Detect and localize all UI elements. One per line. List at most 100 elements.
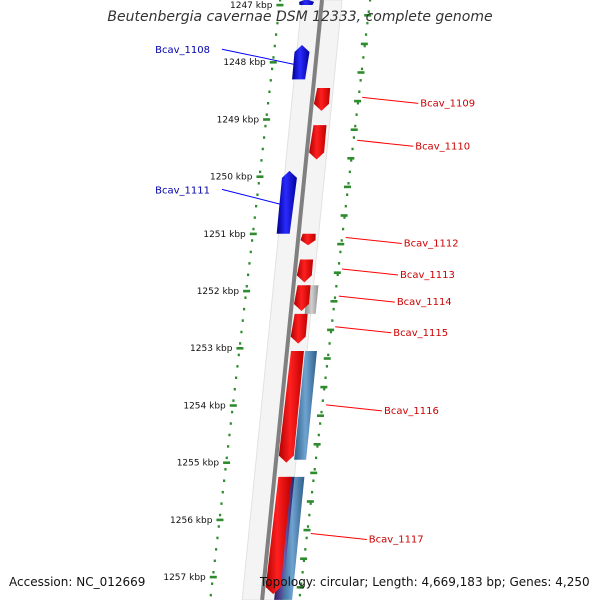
outer-ring-tick [340, 214, 348, 217]
gene-arrow[interactable] [293, 285, 311, 312]
gene-arrow[interactable] [278, 351, 304, 463]
ring-dot [224, 468, 227, 471]
gene-arrow[interactable] [265, 476, 292, 595]
outer-ring-tick [337, 242, 345, 246]
gene-label-connector [325, 404, 383, 412]
gene-arrow[interactable] [296, 259, 314, 283]
gene-label-connector [338, 295, 395, 303]
ring-dot [364, 33, 368, 36]
gene-label-connector [221, 188, 282, 205]
scale-tick [216, 518, 224, 522]
ring-dot [298, 593, 302, 597]
scale-layer: 1247 kbp 1248 kbp 1249 kbp 1250 kbp 1251 kbp… [163, 1, 284, 583]
ring-dot [346, 193, 349, 196]
gene-arrow[interactable] [299, 0, 315, 5]
outer-ring-tick [313, 443, 321, 446]
ring-dot [320, 410, 323, 414]
ring-dot [253, 216, 256, 219]
ring-dot [236, 365, 239, 368]
gene-label[interactable]: Bcav_1116 [384, 406, 439, 417]
ring-dot [268, 90, 271, 94]
gene-label[interactable]: Bcav_1109 [420, 98, 475, 109]
ring-dot [335, 285, 338, 288]
ring-dot [355, 113, 358, 116]
ring-dot [316, 445, 319, 448]
ring-dot [327, 353, 330, 357]
ring-dot [367, 10, 370, 13]
scale-label: 1252 kbp [197, 287, 240, 297]
ring-dot [328, 342, 331, 345]
ring-dot [315, 456, 318, 460]
gene-label-connector [345, 237, 402, 245]
ring-dot [231, 410, 234, 414]
scale-tick [256, 175, 264, 178]
ring-dot [256, 193, 259, 196]
ring-dot [221, 490, 224, 494]
ring-dot [264, 124, 267, 128]
gene-label[interactable]: Bcav_1110 [415, 141, 470, 152]
ring-dot [235, 376, 238, 380]
ring-dot [358, 90, 361, 94]
gene-label[interactable]: Bcav_1117 [369, 535, 424, 546]
outer-ring-tick [300, 557, 308, 560]
ring-dot [239, 342, 242, 345]
scale-tick [229, 404, 237, 407]
scale-label: 1255 kbp [177, 459, 220, 469]
outer-ring-tick [333, 271, 341, 274]
scale-tick [209, 575, 217, 579]
gene-label[interactable]: Bcav_1108 [155, 45, 210, 56]
ring-dot [248, 262, 251, 265]
ring-dot [219, 513, 222, 517]
ring-dot [243, 307, 246, 311]
gene-label[interactable]: Bcav_1111 [155, 185, 210, 196]
scale-label: 1251 kbp [203, 230, 246, 240]
scale-label: 1248 kbp [223, 58, 266, 68]
outer-ring-tick [343, 185, 351, 189]
gene-label[interactable]: Bcav_1115 [393, 328, 448, 339]
scale-tick [249, 232, 257, 236]
ring-dot [271, 67, 274, 71]
ring-dot [304, 548, 307, 551]
scale-label: 1249 kbp [217, 115, 260, 125]
ring-dot [350, 159, 353, 162]
ring-dot [216, 536, 219, 540]
gene-arrow[interactable] [309, 125, 327, 160]
ring-dot [215, 548, 218, 551]
ring-dot [273, 44, 276, 48]
ring-dot [244, 296, 247, 299]
ring-dot [225, 456, 228, 460]
ring-dot [333, 296, 337, 299]
outer-ring-tick [323, 357, 331, 360]
ring-dot [329, 330, 333, 334]
genome-summary-text: Topology: circular; Length: 4,669,183 bp… [260, 575, 590, 589]
gene-label[interactable]: Bcav_1114 [397, 297, 452, 308]
ring-dot [317, 433, 320, 437]
gene-label[interactable]: Bcav_1113 [400, 270, 455, 281]
genes-layer [265, 0, 331, 595]
gene-arrow[interactable] [290, 313, 308, 344]
ring-dot [277, 10, 280, 13]
ring-dot [359, 79, 362, 82]
gene-label[interactable]: Bcav_1112 [404, 239, 459, 250]
gene-arrow[interactable] [292, 45, 310, 80]
scale-label: 1253 kbp [190, 344, 233, 354]
outer-ring-tick [320, 385, 328, 389]
ring-dot [232, 399, 235, 402]
gene-arrow[interactable] [300, 233, 316, 246]
ring-dot [279, 0, 282, 2]
gene-arrow[interactable] [276, 170, 297, 234]
ring-dot [309, 502, 312, 505]
ring-dot [351, 147, 354, 151]
kbp-scale-ring [209, 0, 282, 597]
labels-layer: Bcav_1108 Bcav_1109 Bcav_1110 Bcav_1111 Bcav… [155, 45, 475, 545]
ring-dot [249, 250, 252, 254]
ring-dot [251, 239, 254, 242]
outer-ring-tick [296, 586, 304, 589]
ring-dot [337, 262, 341, 265]
ring-dot [247, 273, 250, 277]
ring-dot [331, 319, 334, 322]
scale-tick [263, 118, 271, 121]
outer-ring-tick [350, 128, 358, 131]
ring-dot [305, 536, 308, 540]
gene-arrow[interactable] [313, 87, 331, 111]
